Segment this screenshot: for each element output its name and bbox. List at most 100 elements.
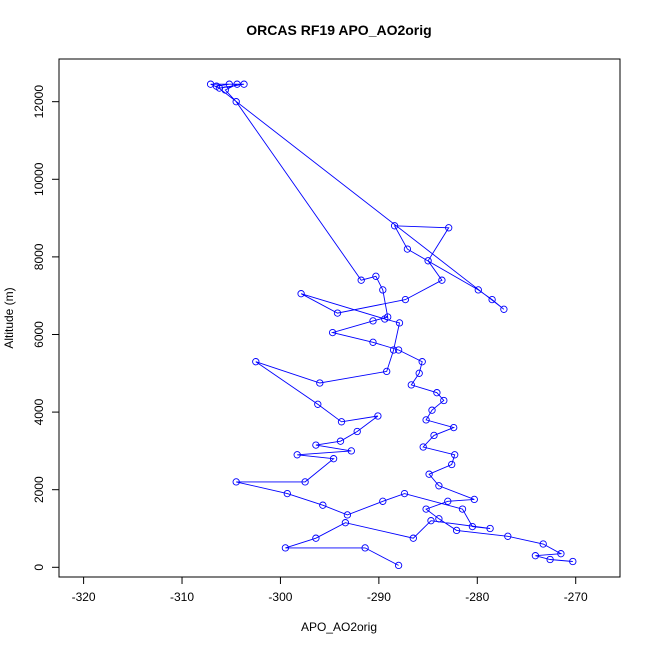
- data-point: [312, 441, 320, 449]
- data-point: [425, 470, 433, 478]
- data-point: [301, 478, 309, 486]
- data-point: [444, 497, 452, 505]
- y-axis: 0 2000 4000 6000 8000 10000 12000: [32, 85, 60, 571]
- data-point: [293, 451, 301, 459]
- data-point: [369, 317, 377, 325]
- data-point: [458, 505, 467, 513]
- data-point: [427, 517, 435, 525]
- data-point: [486, 524, 494, 533]
- data-point: [435, 482, 443, 490]
- y-tick-label: 10000: [32, 162, 46, 196]
- data-point: [319, 501, 327, 509]
- y-axis-label: Altitude (m): [2, 287, 16, 348]
- data-point: [357, 276, 365, 284]
- data-point: [225, 80, 233, 88]
- data-point: [347, 447, 355, 455]
- data-point: [341, 519, 350, 527]
- y-tick-label: 2000: [32, 476, 46, 503]
- data-point: [440, 396, 448, 405]
- data-point: [470, 495, 478, 504]
- y-tick-label: 0: [32, 564, 46, 571]
- data-point: [233, 80, 241, 88]
- data-point: [333, 309, 342, 317]
- data-point: [468, 522, 477, 531]
- data-point: [240, 80, 248, 88]
- data-point: [403, 245, 412, 253]
- data-point: [407, 381, 415, 389]
- data-point: [329, 455, 338, 463]
- data-point: [297, 290, 305, 298]
- x-axis-label: APO_AO2orig: [301, 620, 377, 634]
- data-point: [531, 552, 540, 560]
- data-point: [394, 346, 403, 354]
- data-point: [445, 224, 453, 232]
- data-point: [448, 460, 456, 469]
- data-point: [369, 338, 377, 346]
- data-point: [314, 400, 322, 408]
- x-tick-label: -270: [564, 590, 588, 604]
- data-point: [281, 544, 290, 552]
- x-axis: -320 -310 -300 -290 -280 -270: [72, 576, 588, 604]
- data-point: [353, 427, 361, 436]
- data-point: [500, 305, 508, 313]
- data-point: [232, 98, 240, 106]
- x-tick-label: -310: [170, 590, 194, 604]
- y-tick-label: 12000: [32, 85, 46, 119]
- x-tick-label: -290: [367, 590, 391, 604]
- data-point: [395, 319, 404, 327]
- data-point: [435, 515, 443, 523]
- data-point: [252, 358, 260, 366]
- chart-title: ORCAS RF19 APO_AO2orig: [246, 22, 431, 38]
- data-point: [450, 423, 458, 432]
- data-point: [415, 369, 423, 377]
- data-point: [389, 346, 398, 354]
- y-tick-label: 4000: [32, 398, 46, 425]
- data-point: [372, 272, 380, 280]
- data-point: [418, 358, 426, 366]
- data-point: [212, 82, 221, 90]
- data-point: [394, 561, 403, 570]
- data-point: [474, 286, 482, 294]
- series-line: [210, 83, 573, 566]
- data-point: [428, 406, 436, 414]
- data-point: [343, 511, 352, 519]
- data-point: [557, 550, 565, 558]
- data-point: [337, 418, 346, 426]
- data-point: [422, 505, 430, 513]
- data-point: [438, 276, 446, 284]
- data-point: [374, 412, 382, 420]
- data-point: [400, 489, 409, 498]
- data-point: [569, 557, 577, 566]
- data-point: [361, 544, 369, 552]
- data-point: [401, 295, 410, 304]
- x-tick-label: -300: [268, 590, 292, 604]
- data-point: [328, 328, 337, 337]
- data-point: [419, 443, 427, 451]
- data-point: [379, 286, 387, 294]
- series-apo: [206, 80, 577, 570]
- data-point: [312, 534, 320, 542]
- data-point: [504, 532, 512, 540]
- y-tick-label: 8000: [32, 243, 46, 270]
- x-tick-label: -320: [72, 590, 96, 604]
- data-point: [383, 367, 391, 376]
- data-point: [424, 257, 432, 265]
- data-point: [430, 431, 438, 440]
- data-point: [452, 526, 461, 535]
- x-tick-label: -280: [465, 590, 489, 604]
- data-point: [433, 389, 441, 397]
- data-point: [390, 222, 399, 230]
- data-point: [316, 379, 324, 387]
- data-point: [409, 534, 417, 542]
- y-tick-label: 6000: [32, 321, 46, 348]
- data-point: [539, 540, 547, 548]
- data-point: [451, 451, 459, 459]
- plot-frame: [58, 58, 621, 578]
- data-point: [422, 416, 430, 424]
- data-point: [546, 555, 554, 564]
- data-point: [379, 497, 387, 505]
- data-point: [283, 489, 291, 498]
- data-point: [336, 437, 345, 445]
- data-point: [488, 295, 496, 304]
